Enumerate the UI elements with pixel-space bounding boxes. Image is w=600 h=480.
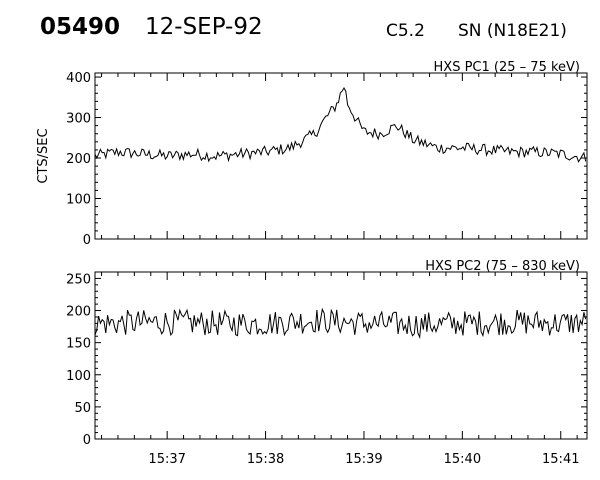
y-tick-label: 50 — [74, 401, 91, 416]
y-tick-label: 200 — [66, 152, 91, 167]
y-tick-label: 0 — [83, 233, 91, 248]
event-date: 12-SEP-92 — [145, 14, 263, 40]
flare-location: SN (N18E21) — [458, 21, 567, 41]
x-tick-label: 15:41 — [542, 452, 579, 467]
plot-frame-1 — [94, 72, 588, 240]
x-tick-label: 15:40 — [444, 452, 481, 467]
y-axis-label: CTS/SEC — [36, 128, 51, 183]
x-tick-label: 15:37 — [148, 452, 185, 467]
x-tick-label: 15:39 — [345, 452, 382, 467]
panel-title-2: HXS PC2 (75 – 830 keV) — [425, 259, 580, 274]
y-tick-label: 100 — [66, 369, 91, 384]
plot-frame-2 — [94, 271, 588, 440]
y-tick-label: 400 — [66, 71, 91, 86]
y-tick-label: 0 — [83, 433, 91, 448]
y-tick-label: 150 — [66, 337, 91, 352]
y-tick-label: 300 — [66, 112, 91, 127]
event-id: 05490 — [40, 14, 121, 40]
series-line-2 — [94, 307, 587, 340]
panel-title-1: HXS PC1 (25 – 75 keV) — [434, 60, 580, 75]
y-tick-label: 100 — [66, 193, 91, 208]
x-tick-label: 15:38 — [247, 452, 284, 467]
series-line-1 — [94, 87, 587, 163]
flare-class: C5.2 — [386, 21, 425, 41]
y-tick-label: 250 — [66, 272, 91, 287]
y-tick-label: 200 — [66, 305, 91, 320]
